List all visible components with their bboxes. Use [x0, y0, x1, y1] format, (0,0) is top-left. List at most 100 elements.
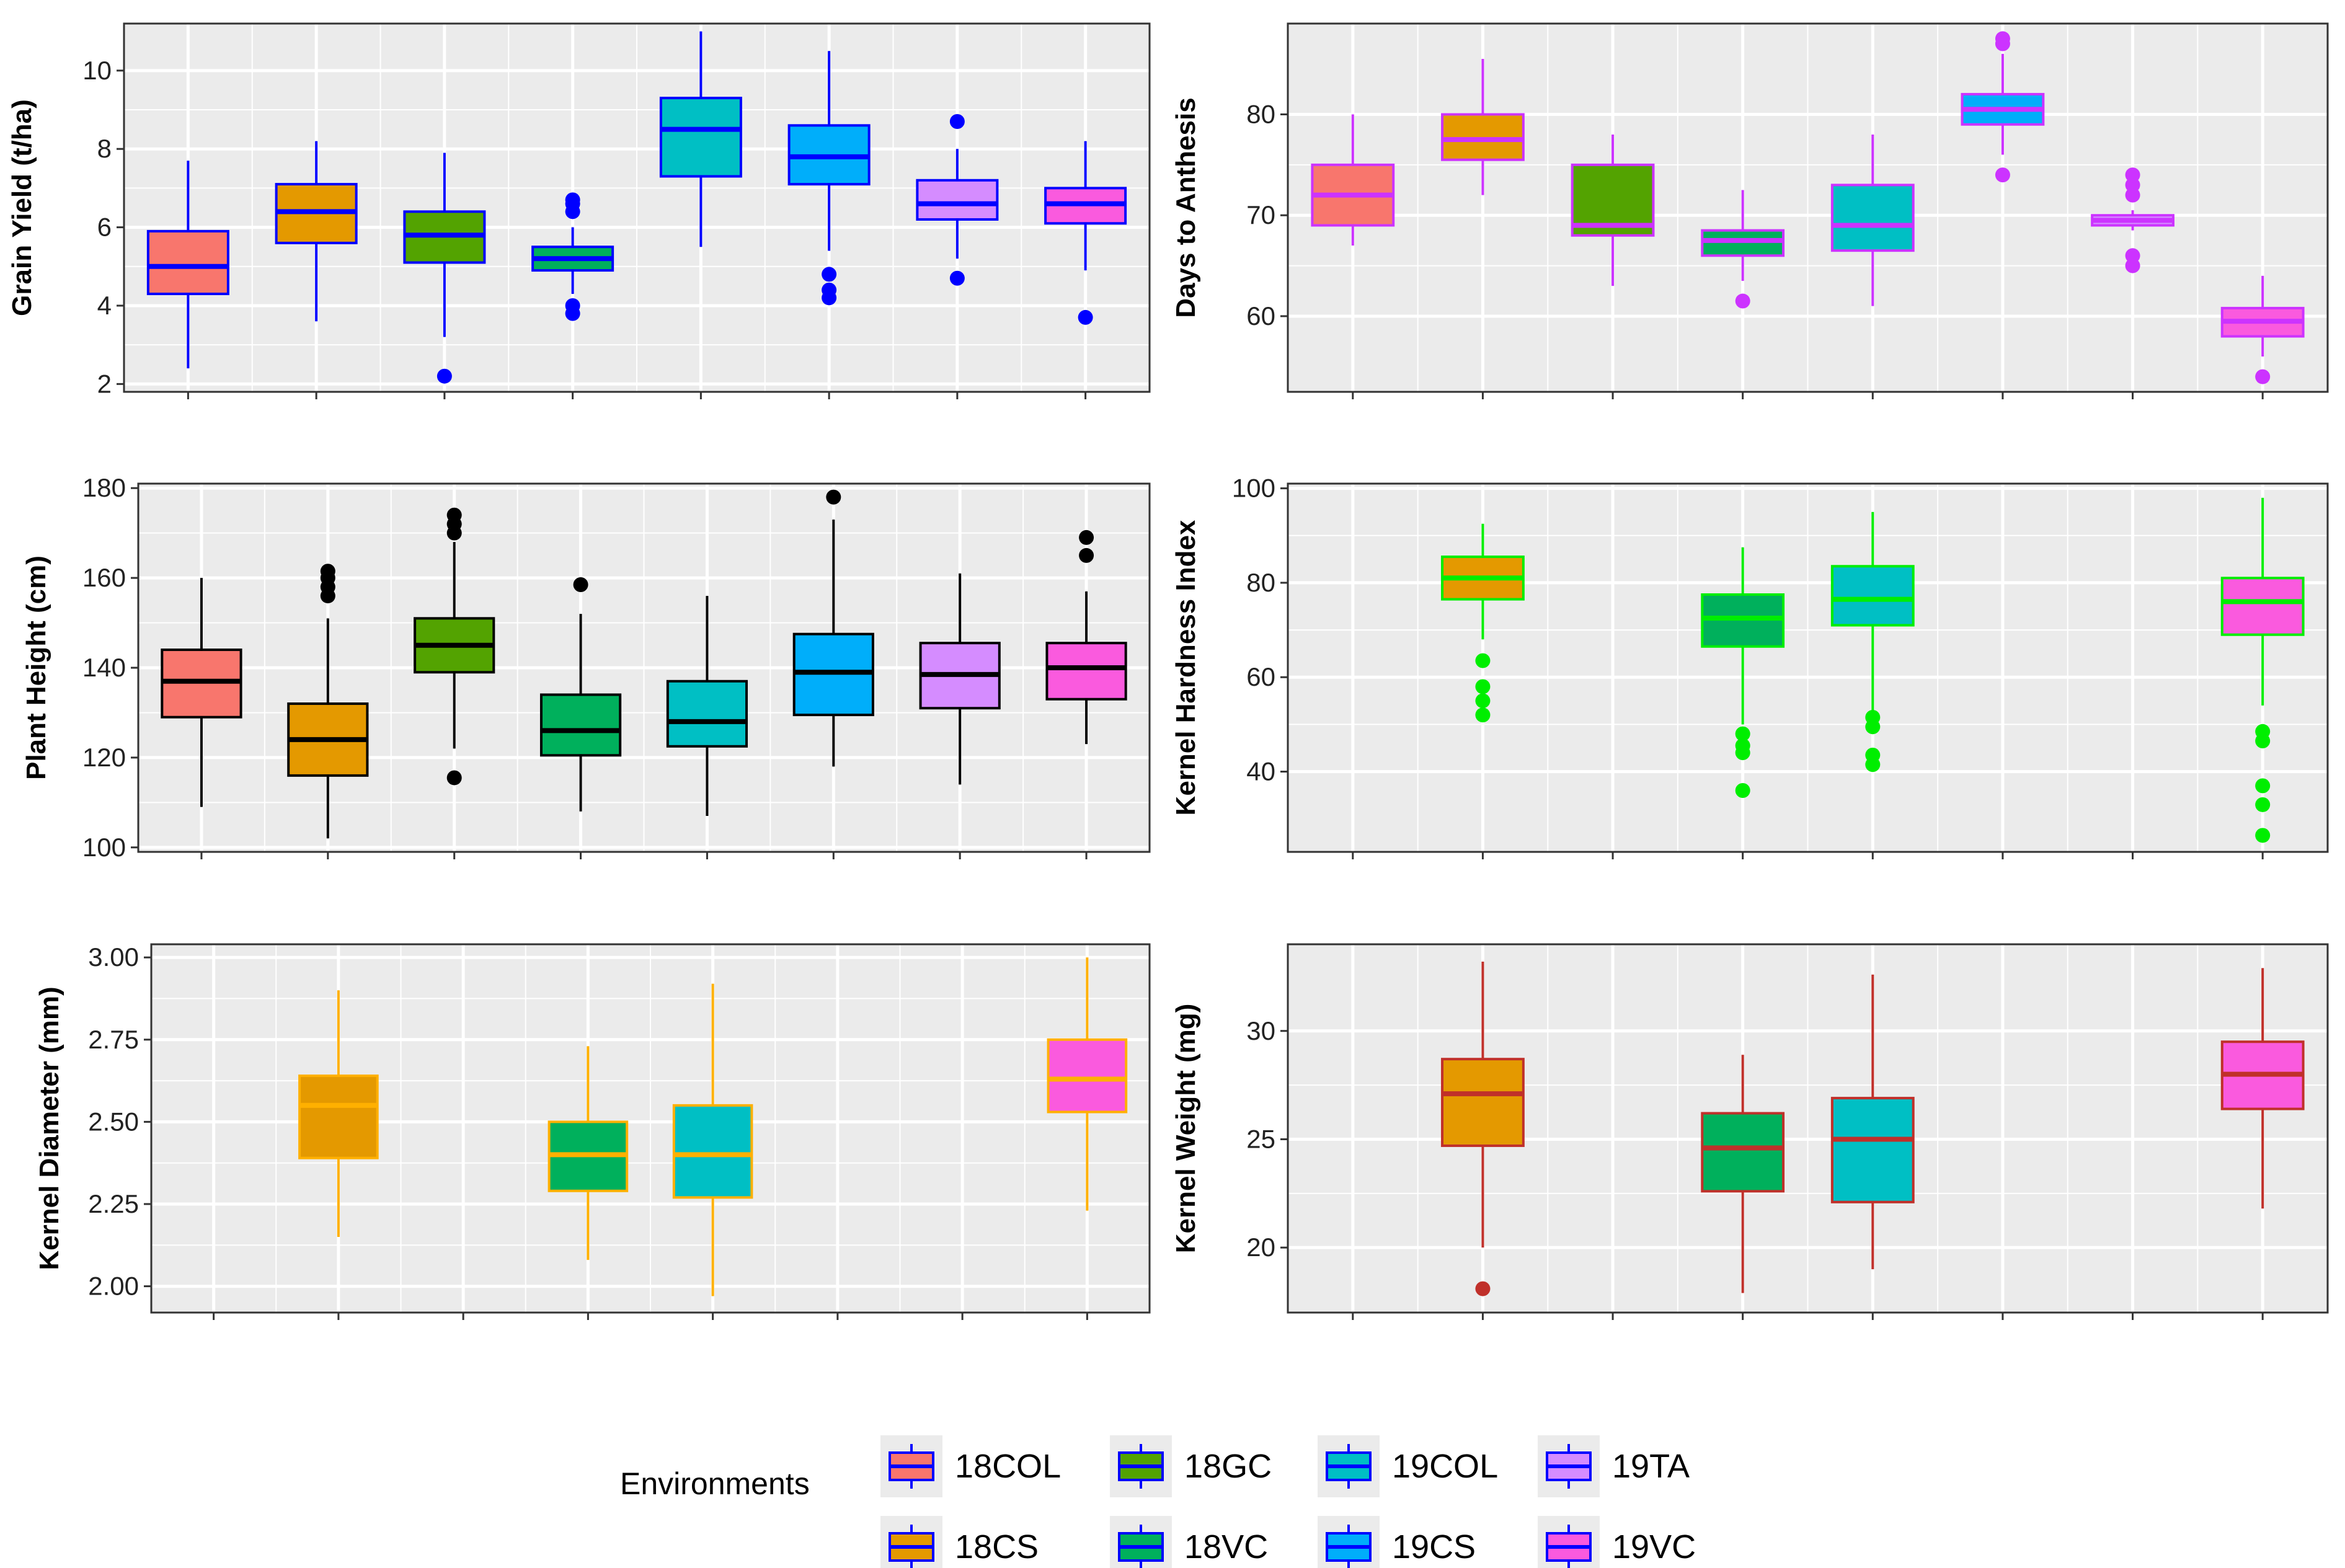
- box-body: [539, 693, 622, 757]
- outlier-point: [1865, 747, 1881, 763]
- legend-item-18COL: 18COL: [880, 1435, 1061, 1497]
- y-tick-label: 120: [82, 743, 126, 772]
- outlier-point: [826, 489, 841, 505]
- outlier-point: [1078, 309, 1093, 325]
- box-18CS: [298, 990, 379, 1238]
- panel-6: 20 25 30 Kernel Weight (mg): [1171, 943, 2329, 1320]
- panel-border: [137, 482, 1151, 853]
- box-19COL: [1830, 135, 1915, 306]
- box-19TA: [2091, 167, 2174, 273]
- outlier-point: [1475, 679, 1491, 694]
- legend-label: 19TA: [1612, 1448, 1690, 1485]
- outlier-point: [1735, 738, 1750, 753]
- panel-3: 100 120 140 160 180 Plant Height (cm): [21, 473, 1151, 862]
- outlier-point: [446, 770, 462, 786]
- outlier-point: [949, 270, 965, 286]
- panel-border: [1287, 943, 2329, 1314]
- outlier-point: [2255, 778, 2271, 794]
- y-tick-label: 80: [1246, 99, 1275, 128]
- box-19COL: [672, 983, 753, 1296]
- box-19VC: [2220, 275, 2305, 384]
- box-18COL: [146, 161, 229, 369]
- legend-label: 18COL: [955, 1448, 1061, 1485]
- legend-item-19VC: 19VC: [1538, 1516, 1696, 1568]
- box-19CS: [792, 489, 874, 767]
- legend-item-18CS: 18CS: [880, 1516, 1039, 1568]
- outlier-point: [565, 298, 580, 313]
- box-19VC: [2220, 497, 2305, 843]
- y-tick-label: 40: [1246, 757, 1275, 786]
- box-body: [1047, 1038, 1128, 1114]
- y-axis-label: Grain Yield (t/ha): [7, 99, 37, 316]
- box-18GC: [414, 507, 495, 786]
- panel-border: [1287, 482, 2329, 853]
- box-19CS: [787, 51, 871, 306]
- box-body: [1441, 1058, 1525, 1147]
- y-tick-label: 160: [82, 563, 126, 592]
- y-axis-label: Kernel Weight (mg): [1171, 1004, 1201, 1254]
- y-tick-label: 10: [82, 56, 112, 85]
- legend: Environments 18COL 18GC 19COL 19TA 18CS 18VC 19…: [620, 1435, 1696, 1568]
- outlier-point: [2255, 369, 2271, 384]
- outlier-point: [1475, 693, 1491, 709]
- y-tick-label: 100: [82, 833, 126, 862]
- box-body: [146, 229, 229, 296]
- outlier-point: [1475, 653, 1491, 668]
- legend-label: 19VC: [1612, 1528, 1696, 1566]
- box-18CS: [1441, 961, 1525, 1296]
- panel-2: 60 70 80 Days to Anthesis: [1171, 22, 2329, 399]
- box-19VC: [1045, 529, 1127, 745]
- outlier-point: [446, 507, 462, 523]
- outlier-point: [1995, 167, 2010, 183]
- box-19COL: [1830, 512, 1915, 773]
- y-tick-label: 3.00: [88, 942, 139, 972]
- outlier-point: [1735, 293, 1750, 309]
- box-18VC: [1701, 547, 1785, 798]
- y-tick-label: 80: [1246, 568, 1275, 597]
- box-19COL: [659, 31, 742, 247]
- y-tick-label: 4: [97, 291, 112, 320]
- box-18GC: [403, 153, 486, 384]
- box-body: [1830, 1097, 1915, 1203]
- legend-item-19COL: 19COL: [1318, 1435, 1498, 1497]
- legend-item-18VC: 18VC: [1110, 1516, 1268, 1568]
- legend-item-19CS: 19CS: [1318, 1516, 1476, 1568]
- legend-label: 18VC: [1184, 1528, 1268, 1566]
- outlier-point: [2125, 248, 2140, 264]
- y-tick-label: 25: [1246, 1124, 1275, 1153]
- y-tick-label: 6: [97, 213, 112, 242]
- box-body: [298, 1074, 379, 1159]
- y-axis-label: Kernel Hardness Index: [1171, 520, 1201, 815]
- y-tick-label: 60: [1246, 662, 1275, 691]
- outlier-point: [1079, 529, 1094, 545]
- outlier-point: [949, 113, 965, 129]
- outlier-point: [437, 368, 452, 384]
- box-19COL: [666, 596, 748, 817]
- box-body: [1830, 184, 1915, 252]
- y-tick-label: 2.25: [88, 1189, 139, 1218]
- y-tick-label: 70: [1246, 200, 1275, 229]
- box-18COL: [1311, 114, 1395, 246]
- legend-item-19TA: 19TA: [1538, 1435, 1690, 1497]
- outlier-point: [2255, 828, 2271, 843]
- legend-label: 19COL: [1392, 1448, 1498, 1485]
- y-tick-label: 8: [97, 134, 112, 163]
- y-tick-label: 180: [82, 473, 126, 502]
- outlier-point: [1995, 31, 2010, 47]
- outlier-point: [1475, 1281, 1491, 1296]
- panel-border: [1287, 22, 2329, 393]
- y-tick-label: 140: [82, 653, 126, 682]
- panel-1: 2 4 6 8 10 Grain Yield (t/ha): [7, 22, 1151, 399]
- y-tick-label: 60: [1246, 301, 1275, 330]
- legend-label: 19CS: [1392, 1528, 1476, 1566]
- y-axis-label: Days to Anthesis: [1171, 97, 1201, 317]
- box-body: [1701, 229, 1785, 257]
- legend-label: 18GC: [1184, 1448, 1272, 1485]
- outlier-point: [822, 267, 837, 282]
- outlier-point: [1735, 726, 1750, 742]
- outlier-point: [1475, 707, 1491, 723]
- box-body: [666, 680, 748, 748]
- legend-item-18GC: 18GC: [1110, 1435, 1272, 1497]
- panel-border: [150, 943, 1151, 1314]
